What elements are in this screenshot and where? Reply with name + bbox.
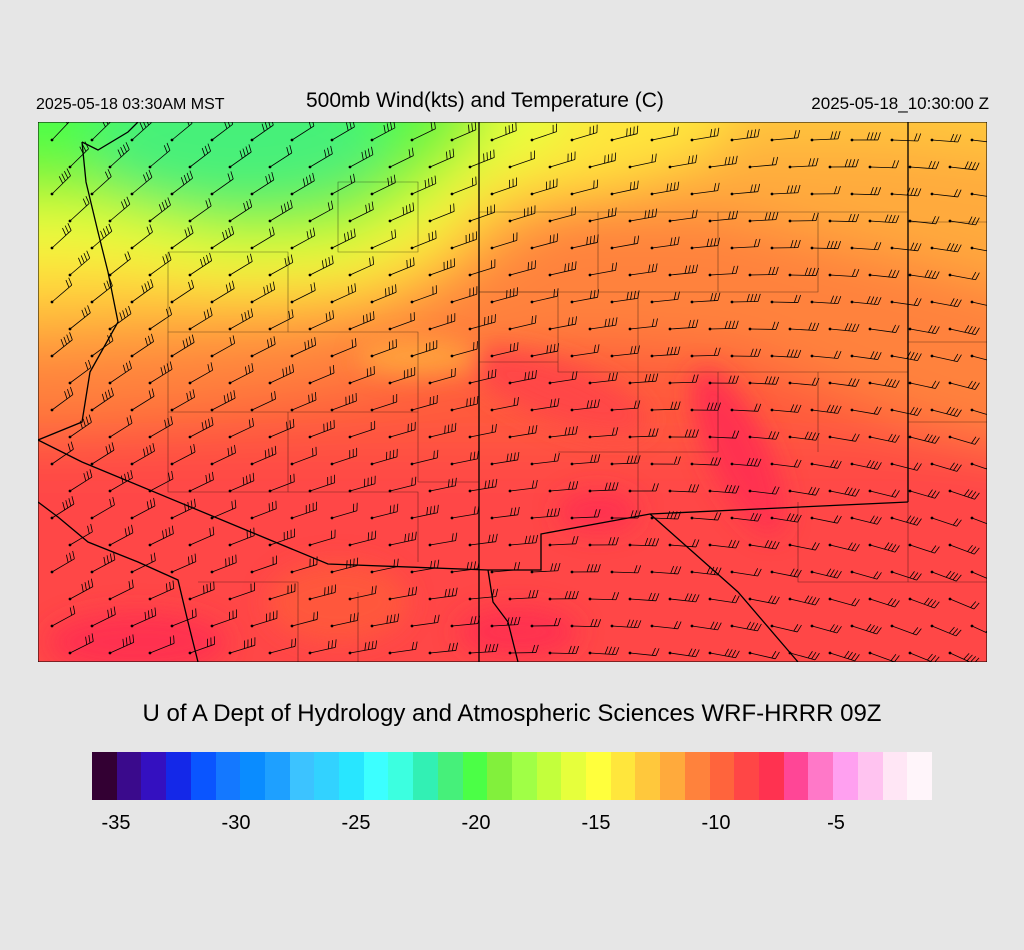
colorbar-swatch [314,752,340,800]
colorbar-swatch [536,752,562,800]
cold-streaks [48,339,785,662]
colorbar-swatch [511,752,537,800]
colorbar-tick-label: -30 [221,812,251,834]
temperature-wind-map [38,122,987,662]
colorbar-swatch [610,752,636,800]
colorbar-swatch [783,752,809,800]
temperature-colorbar [92,752,932,800]
valid-utc-time: 2025-05-18_10:30:00 Z [811,94,989,113]
map-title: 500mb Wind(kts) and Temperature (C) [306,89,664,112]
wind-barbs [50,122,987,662]
colorbar-swatch [808,752,834,800]
colorbar-swatch [734,752,759,800]
colorbar-swatch [264,752,290,800]
valid-local-time: 2025-05-18 03:30AM MST [36,96,225,113]
colorbar-swatch [215,752,241,800]
colorbar-swatch [586,752,611,800]
colorbar-tick-label: -15 [581,812,611,834]
colorbar-swatch [660,752,685,800]
colorbar-swatch [437,752,463,800]
colorbar-swatch [190,752,216,800]
colorbar-swatch [882,752,908,800]
colorbar-swatch [116,752,142,800]
colorbar-swatch [833,752,858,800]
colorbar-swatch [92,752,117,800]
colorbar-swatch [289,752,315,800]
colorbar-swatch [363,752,389,800]
model-credit: U of A Dept of Hydrology and Atmospheric… [142,700,882,727]
colorbar-tick-label: -10 [701,812,731,834]
colorbar-swatch [413,752,438,800]
colorbar-swatch [635,752,661,800]
colorbar-swatch [709,752,735,800]
colorbar-swatch [388,752,414,800]
colorbar-swatch [166,752,191,800]
colorbar-swatch [907,752,932,800]
colorbar-swatch [758,752,784,800]
colorbar-swatch [141,752,167,800]
colorbar-tick-label: -20 [461,812,491,834]
colorbar-swatch [339,752,364,800]
colorbar-swatch [487,752,512,800]
colorbar-swatch [857,752,883,800]
colorbar-swatch [561,752,587,800]
colorbar-tick-label: -5 [827,812,845,834]
colorbar-tick-label: -35 [101,812,131,834]
colorbar-tick-labels: -35 -30 -25 -20 -15 -10 -5 [92,812,932,838]
colorbar-tick-label: -25 [341,812,371,834]
colorbar-swatch [684,752,710,800]
colorbar-swatch [240,752,265,800]
county-lines [167,181,987,662]
colorbar-swatch [462,752,488,800]
